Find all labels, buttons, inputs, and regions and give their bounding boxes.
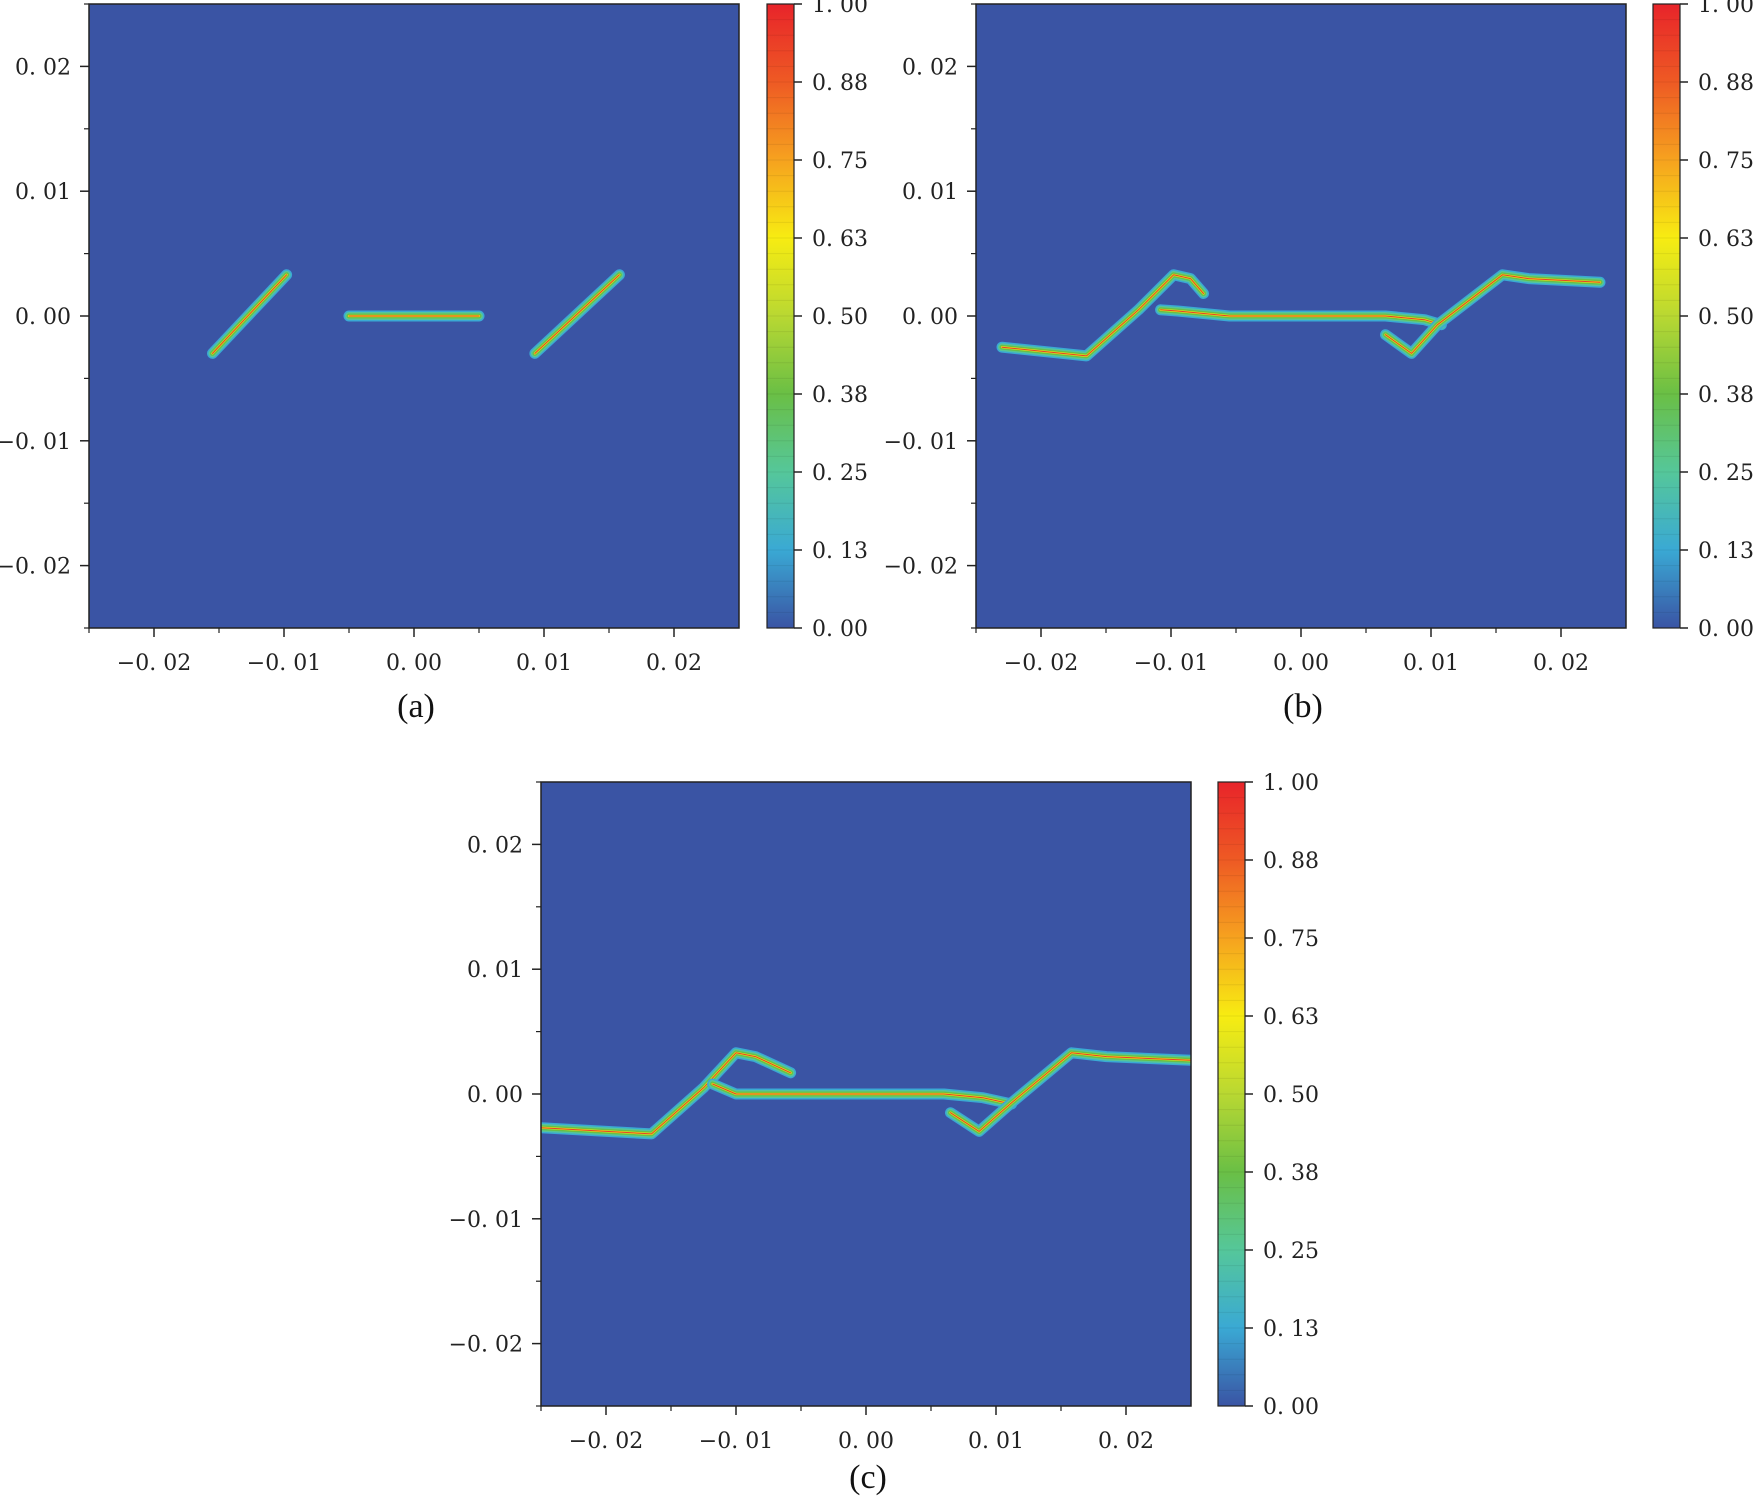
colorbar: 1. 00 0. 88 0. 75 0. 63 0. 50 0. 38 0. 25 0. 13… [1217,771,1319,1420]
right-inclined-crack-contour-4 [534,274,620,354]
x-tick-label: 0. 01 [1403,651,1459,676]
x-tick-label: 0. 00 [1273,651,1329,676]
colorbar-tick-label: 0. 00 [1263,1395,1319,1420]
colorbar-tick-label: 0. 75 [1263,927,1319,952]
y-tick-label: 0. 00 [467,1083,523,1108]
colorbar-tick-label: 0. 63 [1263,1005,1319,1030]
y-tick-label: 0. 00 [15,305,71,330]
x-tick-label: 0. 02 [1098,1429,1154,1454]
x-tick-label: −0. 01 [247,651,321,676]
colorbar-tick-label: 0. 38 [812,383,868,408]
y-tick-label: −0. 02 [884,555,958,580]
y-tick-label: 0. 01 [467,958,523,983]
panel-c: −0. 02 −0. 01 0. 00 0. 01 0. 02 0. 02 0. 01 0. … [449,771,1319,1496]
y-tick-label: 0. 02 [15,55,71,80]
colorbar-tick-label: 0. 25 [1698,461,1754,486]
y-tick-label: −0. 01 [449,1208,523,1233]
left-wing-crack [1155,304,1447,331]
panel-a: −0. 02 −0. 01 0. 00 0. 01 0. 02 0. 02 0. 01 0. … [0,0,868,725]
colorbar-tick-label: 0. 88 [1698,71,1754,96]
y-tick-label: 0. 00 [902,305,958,330]
right-branch-crack-contour-4 [1385,274,1601,354]
left-wing-crack-contour-4 [712,1083,1013,1105]
colorbar-tick-label: 0. 75 [1698,149,1754,174]
colorbar-tick-label: 0. 50 [1263,1083,1319,1108]
crack-field [996,269,1606,362]
colorbar-tick-label: 0. 13 [1263,1317,1319,1342]
colorbar-tick-label: 0. 13 [1698,539,1754,564]
x-tick-label: 0. 01 [516,651,572,676]
x-tick-label: 0. 02 [646,651,702,676]
x-tick-label: −0. 01 [1134,651,1208,676]
left-wing-crack-contour-4 [1160,309,1442,326]
left-wing-crack [707,1078,1018,1110]
colorbar-tick-label: 0. 38 [1263,1161,1319,1186]
colorbar-tick-label: 0. 88 [1263,849,1319,874]
colorbar-gradient [1652,3,1681,629]
colorbar-tick-label: 1. 00 [1263,771,1319,796]
panel-caption: (a) [397,688,435,725]
x-tick-label: −0. 01 [699,1429,773,1454]
panel-caption: (b) [1283,688,1323,725]
panel-caption: (c) [849,1459,887,1496]
colorbar-tick-label: 0. 00 [812,617,868,642]
colorbar-tick-label: 0. 38 [1698,383,1754,408]
y-tick-label: 0. 02 [467,833,523,858]
colorbar-tick-label: 1. 00 [812,0,868,18]
x-tick-label: 0. 01 [968,1429,1024,1454]
y-tick-label: −0. 02 [0,555,71,580]
colorbar-tick-label: 0. 25 [1263,1239,1319,1264]
y-tick-label: −0. 01 [884,430,958,455]
colorbar-gradient [1217,781,1246,1407]
x-tick-label: 0. 00 [386,651,442,676]
y-tick-label: 0. 01 [902,180,958,205]
colorbar-tick-label: 0. 25 [812,461,868,486]
left-branch-crack [996,269,1209,362]
colorbar-tick-label: 0. 50 [1698,305,1754,330]
colorbar-tick-label: 1. 00 [1698,0,1754,18]
y-tick-label: −0. 02 [449,1333,523,1358]
crack-field [207,269,625,359]
panel-b: −0. 02 −0. 01 0. 00 0. 01 0. 02 0. 02 0. 01 0. … [884,0,1754,725]
colorbar: 1. 00 0. 88 0. 75 0. 63 0. 50 0. 38 0. 25 0. 13… [1652,0,1754,642]
colorbar-tick-label: 0. 88 [812,71,868,96]
colorbar-tick-label: 0. 63 [1698,227,1754,252]
right-branch-crack [1380,269,1606,359]
x-tick-label: 0. 02 [1533,651,1589,676]
crack-field [541,1047,1191,1140]
right-branch-crack-contour-4 [950,1052,1191,1132]
colorbar: 1. 00 0. 88 0. 75 0. 63 0. 50 0. 38 0. 25 0. 13… [766,0,868,642]
left-inclined-crack-contour-4 [212,274,288,354]
x-tick-label: −0. 02 [569,1429,643,1454]
left-branch-crack-contour-4 [1001,274,1204,357]
x-tick-label: −0. 02 [1004,651,1078,676]
left-inclined-crack [207,269,293,359]
left-branch-crack-contour-4 [541,1052,792,1135]
colorbar-tick-label: 0. 13 [812,539,868,564]
colorbar-tick-label: 0. 00 [1698,617,1754,642]
colorbar-tick-label: 0. 75 [812,149,868,174]
x-tick-label: −0. 02 [117,651,191,676]
right-inclined-crack [529,269,625,359]
y-tick-label: −0. 01 [0,430,71,455]
colorbar-gradient [766,3,795,629]
y-tick-label: 0. 02 [902,55,958,80]
y-tick-label: 0. 01 [15,180,71,205]
right-branch-crack [945,1047,1191,1137]
left-branch-crack [541,1047,797,1140]
colorbar-tick-label: 0. 50 [812,305,868,330]
colorbar-tick-label: 0. 63 [812,227,868,252]
x-tick-label: 0. 00 [838,1429,894,1454]
